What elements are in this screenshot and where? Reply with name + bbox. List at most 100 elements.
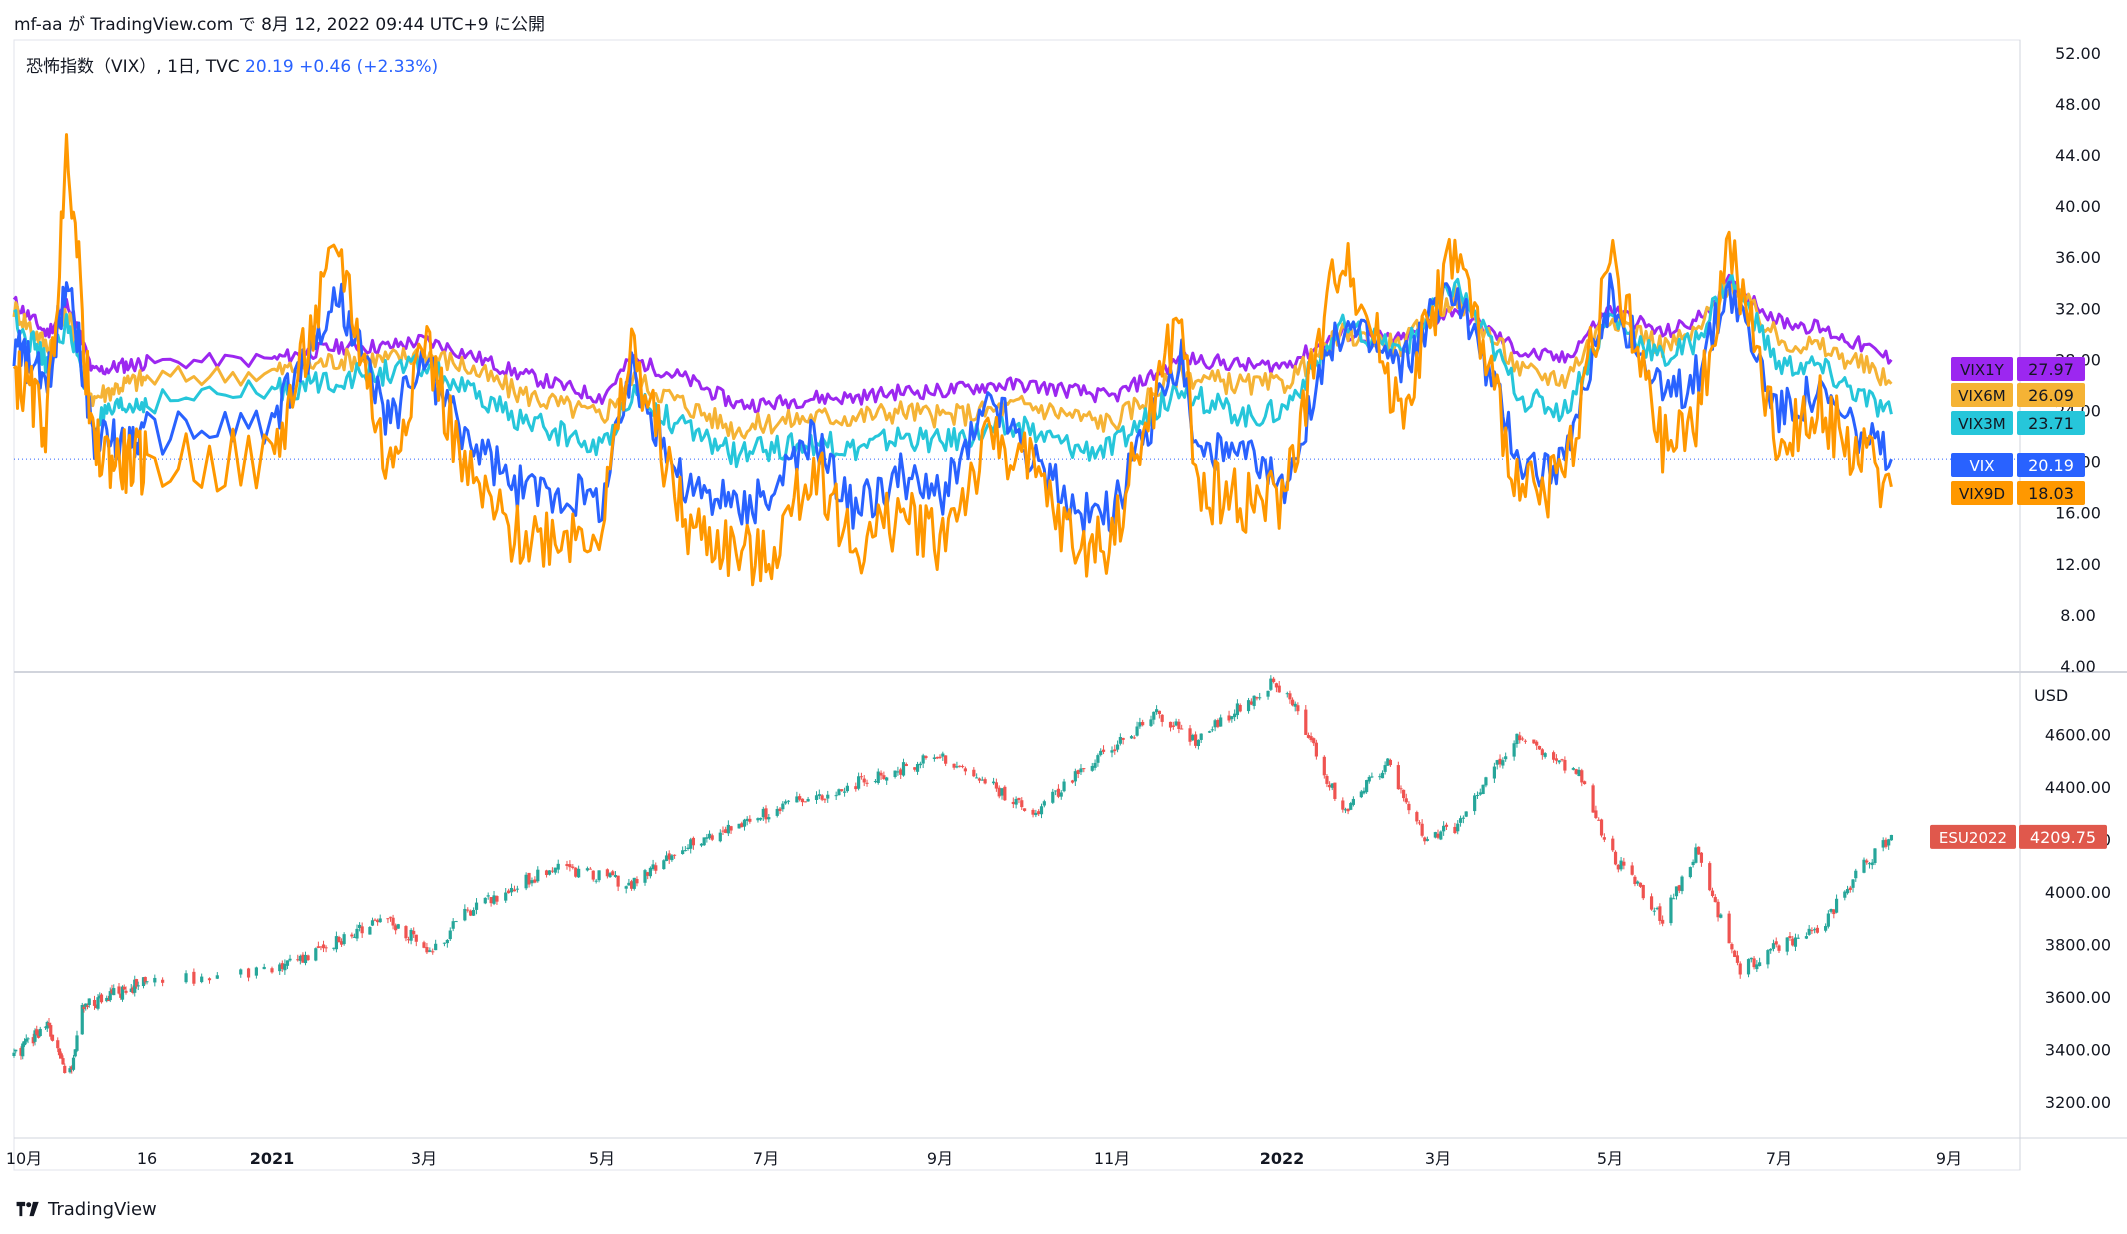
candle-body xyxy=(492,895,496,904)
series-value-badge-vix9d xyxy=(2017,481,2085,505)
candle-body xyxy=(1042,801,1046,806)
candle-body xyxy=(1314,742,1318,757)
candle-body xyxy=(952,763,956,768)
series-line-vix9d[interactable] xyxy=(12,133,1893,587)
candle-body xyxy=(1518,735,1522,741)
series-line-vix1y[interactable] xyxy=(12,273,1893,414)
candle-body xyxy=(1599,819,1604,836)
candle-body xyxy=(1266,690,1270,697)
candle-body xyxy=(124,990,128,993)
candle-body xyxy=(1014,798,1018,805)
candle-body xyxy=(45,1021,49,1029)
candle-body xyxy=(991,781,996,784)
candle-body xyxy=(1456,823,1460,832)
time-tick: 2022 xyxy=(1260,1149,1305,1168)
es-unit-label: USD xyxy=(2034,686,2068,705)
series-line-vix6m[interactable] xyxy=(12,279,1893,441)
candle-body xyxy=(1727,913,1731,944)
candle-body xyxy=(648,867,652,877)
candle-body xyxy=(854,786,858,790)
candle-body xyxy=(935,757,939,759)
candle-body xyxy=(1054,790,1058,792)
candle-body xyxy=(262,966,266,970)
vix-price-tick: 4.00 xyxy=(2060,657,2096,676)
series-name-badge-vix6m xyxy=(1951,383,2013,407)
candle-body xyxy=(1096,755,1100,763)
series-name-vix6m: VIX6M xyxy=(1958,387,2005,405)
candle-body xyxy=(1380,772,1385,779)
candle-body xyxy=(568,864,572,868)
candle-body xyxy=(544,870,549,876)
candle-body xyxy=(1034,812,1038,816)
candle-body xyxy=(616,875,620,887)
candle-body xyxy=(1082,768,1086,770)
candle-body xyxy=(975,777,979,779)
candle-body xyxy=(944,755,948,764)
candle-body xyxy=(588,868,592,870)
vix-price-tick: 16.00 xyxy=(2055,504,2101,523)
time-tick: 9月 xyxy=(1936,1149,1962,1168)
candle-body xyxy=(515,888,519,890)
candle-body xyxy=(737,823,741,829)
candle-body xyxy=(1420,823,1424,836)
candle-body xyxy=(1246,700,1251,712)
candle-body xyxy=(761,808,765,818)
candle-body xyxy=(1110,750,1114,753)
candle-body xyxy=(1227,715,1231,721)
candle-body xyxy=(136,985,140,987)
candle-body xyxy=(376,920,380,923)
candle-body xyxy=(1101,749,1106,752)
candle-body xyxy=(1554,758,1559,761)
candle-body xyxy=(314,948,318,961)
candle-body xyxy=(94,1004,98,1009)
candle-body xyxy=(36,1034,41,1038)
candle-body xyxy=(1439,831,1443,840)
candle-body xyxy=(134,979,139,987)
candle-body xyxy=(1269,678,1273,690)
candle-body xyxy=(1059,792,1063,797)
candle-body xyxy=(1210,729,1214,731)
candle-body xyxy=(59,1053,63,1059)
series-name-vix1y: VIX1Y xyxy=(1960,361,2005,379)
candle-body xyxy=(834,795,838,797)
candle-body xyxy=(1258,697,1262,699)
candle-body xyxy=(512,889,517,892)
candle-body xyxy=(43,1026,48,1028)
candle-body xyxy=(574,867,578,877)
candle-body xyxy=(707,833,712,839)
candle-body xyxy=(1495,760,1499,765)
candle-body xyxy=(1848,887,1852,890)
candle-body xyxy=(22,1041,27,1046)
candle-body xyxy=(643,870,647,883)
series-name-vix3m: VIX3M xyxy=(1958,415,2005,433)
candle-body xyxy=(1543,753,1547,757)
series-line-vix3m[interactable] xyxy=(13,272,1893,469)
candle-body xyxy=(504,892,508,901)
candle-body xyxy=(1341,800,1345,810)
candle-body xyxy=(422,942,426,948)
candle-body xyxy=(108,991,112,1001)
candle-body xyxy=(862,778,866,783)
candle-body xyxy=(70,1066,74,1070)
candle-body xyxy=(585,868,590,871)
candle-body xyxy=(285,960,290,966)
candle-body xyxy=(1865,860,1869,863)
candle-body xyxy=(742,819,747,827)
candle-body xyxy=(1351,798,1355,805)
series-legend[interactable]: 恐怖指数（VIX）, 1日, TVC 20.19 +0.46 (+2.33%) xyxy=(26,52,438,77)
candle-body xyxy=(31,1037,35,1044)
candle-body xyxy=(699,843,704,846)
series-name-badge-vix1y xyxy=(1951,357,2013,381)
candle-body xyxy=(1580,770,1584,783)
candle-body xyxy=(1255,697,1259,699)
candle-body xyxy=(1843,891,1847,898)
footer-brand: TradingView xyxy=(48,1198,157,1220)
candle-body xyxy=(611,871,615,876)
es-price-tick: 4000.00 xyxy=(2045,883,2111,902)
time-tick: 5月 xyxy=(589,1149,615,1168)
candle-body xyxy=(1388,759,1393,766)
candle-body xyxy=(1616,864,1620,870)
candle-body xyxy=(1312,738,1316,744)
candle-body xyxy=(691,837,696,846)
